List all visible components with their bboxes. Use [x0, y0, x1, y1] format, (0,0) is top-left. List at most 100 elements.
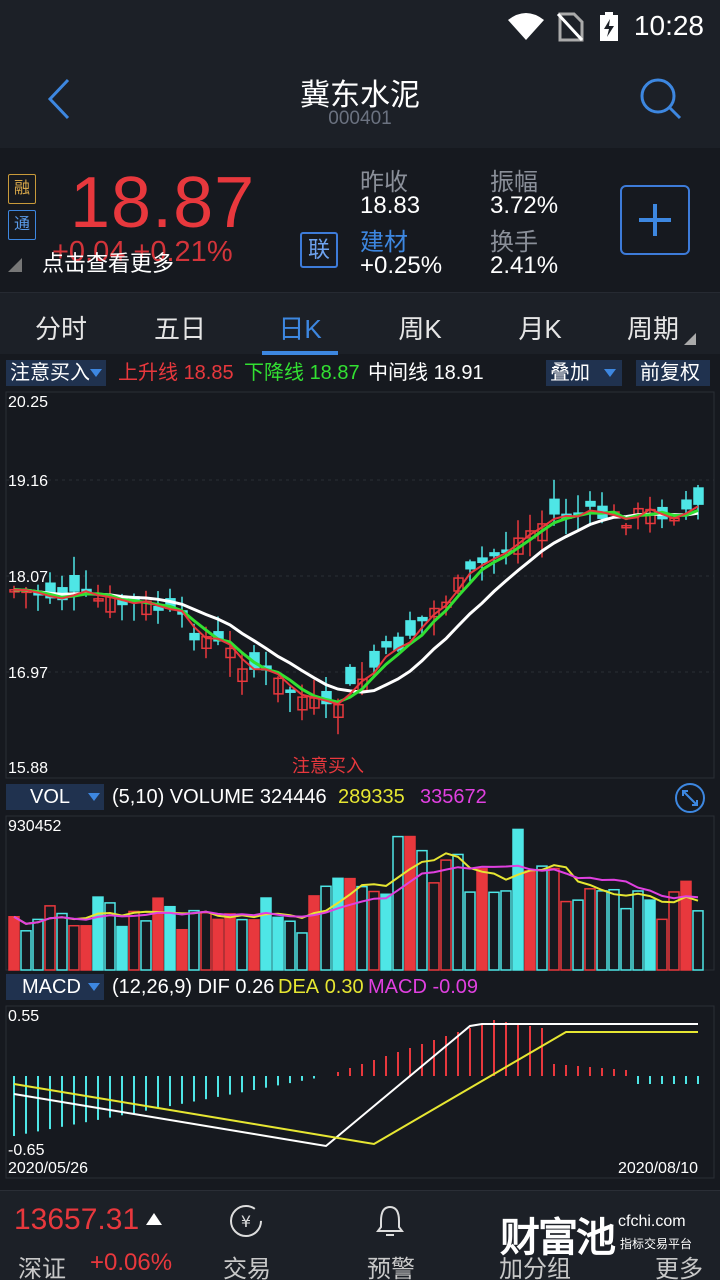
indicator-dropdown-label: 注意买入 [10, 362, 90, 384]
view-more-tip[interactable]: 点击查看更多 [42, 251, 175, 276]
active-tab-indicator [262, 351, 338, 355]
candle-body [477, 557, 488, 564]
macd-params-label: (12,26,9) DIF [112, 976, 230, 998]
index-value[interactable]: 13657.31 [14, 1203, 140, 1236]
dea-label: DEA [278, 976, 320, 998]
volume-bar [536, 865, 548, 971]
down-line [13, 509, 699, 704]
candle-body [393, 636, 404, 651]
quote-panel: 融 通 18.87 +0.04 +0.21% 点击查看更多 联 昨收 18.83… [0, 148, 720, 290]
dea-readout: DEA 0.30 [278, 974, 364, 1000]
volume-bar [500, 890, 512, 971]
volume-bar [20, 930, 32, 971]
volume-bar [620, 907, 632, 971]
sector-label[interactable]: 建材 [360, 229, 408, 256]
candle-body [345, 666, 356, 685]
down-line-value: 18.87 [309, 362, 360, 384]
volume-chart[interactable] [0, 814, 720, 972]
macd-frame [5, 1005, 715, 1179]
volume-bar [452, 853, 464, 971]
indicator-dropdown[interactable]: 注意买入 [6, 360, 106, 386]
volume-bar [680, 880, 692, 971]
volume-bar [152, 897, 164, 971]
turnover-value: 2.41% [490, 252, 559, 279]
trade-label[interactable]: 交易 [223, 1256, 271, 1280]
price-change: +0.04 +0.21% [52, 236, 233, 268]
volume-bar [380, 893, 392, 971]
bell-icon[interactable] [372, 1203, 408, 1239]
logo-subtitle: 指标交易平台 [620, 1237, 693, 1251]
volume-bar [476, 868, 488, 971]
volume-bar [308, 895, 320, 971]
volume-bar [548, 867, 560, 971]
volume-indicator-bar: VOL (5,10) VOLUME 324446 289335 335672 [0, 782, 720, 814]
volume-bar [668, 891, 680, 971]
volume-ma10-line [13, 864, 699, 925]
add-group-label[interactable]: 加分组 [499, 1256, 571, 1280]
candle-body [681, 499, 692, 510]
candle-body [429, 607, 440, 618]
candle-body [585, 500, 596, 507]
tab-weekly-k[interactable]: 周K [398, 314, 442, 344]
volume-axis-max: 930452 [8, 818, 62, 835]
clock: 10:28 [633, 10, 704, 41]
add-watchlist-button[interactable] [620, 185, 690, 255]
tab-monthly-k[interactable]: 月K [518, 314, 562, 344]
alert-label[interactable]: 预警 [367, 1256, 415, 1280]
volume-bar [320, 885, 332, 971]
dea-value: 0.30 [324, 976, 364, 998]
tab-five-day[interactable]: 五日 [153, 314, 206, 344]
macd-readout: MACD -0.09 [368, 974, 478, 1000]
tab-period[interactable]: 周期 [626, 314, 679, 344]
candle-body [69, 574, 80, 592]
volume-bar [512, 828, 524, 971]
volume-bar [632, 890, 644, 971]
mid-line-value: 18.91 [433, 362, 484, 384]
stock-code: 000401 [328, 108, 392, 129]
dif-value: 0.26 [235, 976, 275, 998]
last-price: 18.87 [70, 163, 256, 243]
volume-bar [296, 932, 308, 971]
volume-bar [188, 909, 200, 971]
volume-params-label: (5,10) VOLUME [112, 786, 255, 808]
linked-button[interactable]: 联 [300, 232, 338, 268]
adjust-button[interactable]: 前复权 [636, 360, 710, 386]
fullscreen-icon[interactable] [674, 782, 706, 814]
more-label[interactable]: 更多 [655, 1256, 703, 1280]
margin-tag: 融 [8, 174, 36, 204]
macd-indicator-bar: MACD (12,26,9) DIF 0.26 DEA 0.30 MACD -0… [0, 974, 720, 1004]
volume-dropdown[interactable]: VOL [6, 784, 104, 810]
volume-bar [596, 890, 608, 971]
macd-chart[interactable] [0, 1004, 720, 1180]
tab-daily-k[interactable]: 日K [278, 314, 322, 344]
back-arrow-icon[interactable] [40, 74, 80, 124]
volume-dropdown-label: VOL [30, 786, 71, 808]
kline-chart[interactable] [0, 390, 720, 780]
volume-bar [104, 902, 116, 971]
macd-dropdown[interactable]: MACD [6, 974, 104, 1000]
volume-bar [356, 885, 368, 971]
stock-name: 冀东水泥 [300, 79, 420, 112]
up-line-name: 上升线 [118, 362, 178, 384]
overlay-dropdown[interactable]: 叠加 [546, 360, 622, 386]
volume-ma5: 289335 [338, 786, 405, 808]
volume-bar [32, 918, 44, 971]
search-icon[interactable] [636, 74, 686, 124]
candle-body [225, 647, 236, 659]
connect-tag: 通 [8, 210, 36, 240]
tab-intraday[interactable]: 分时 [34, 314, 87, 344]
volume-bar [224, 913, 236, 971]
candle-body [369, 650, 380, 668]
down-line-name: 下降线 [244, 362, 304, 384]
candle-body [549, 498, 560, 515]
trade-icon[interactable]: ¥ [228, 1203, 264, 1239]
macd-value: -0.09 [432, 976, 479, 998]
volume-bar [404, 835, 416, 971]
prev-close-value: 18.83 [360, 192, 421, 219]
volume-bar [440, 859, 452, 971]
candle-body [489, 552, 500, 557]
mid-line [13, 511, 699, 694]
index-name: 深证 [18, 1256, 66, 1280]
volume-bar [68, 924, 80, 971]
date-start: 2020/05/26 [8, 1160, 89, 1177]
